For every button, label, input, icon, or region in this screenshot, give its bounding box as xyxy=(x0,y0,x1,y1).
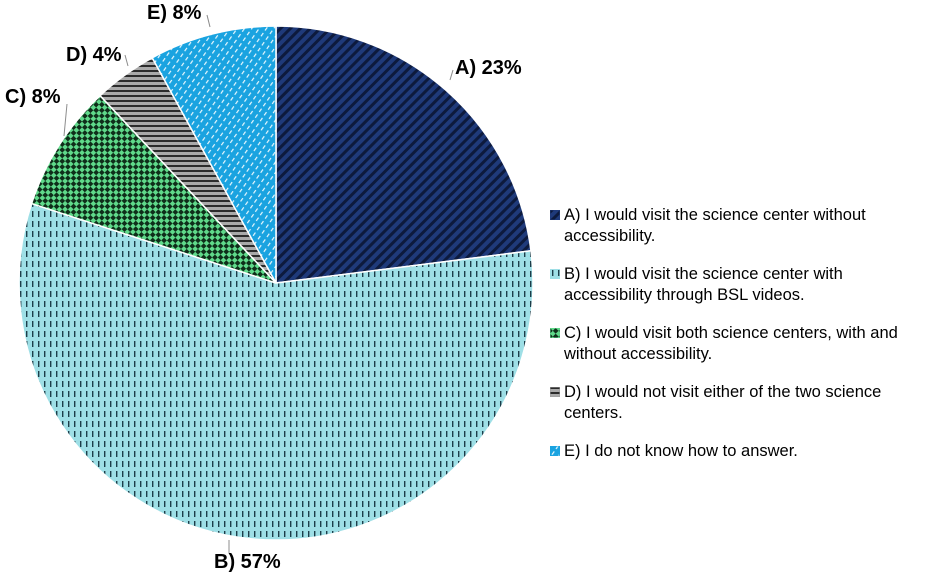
leader-line-c xyxy=(63,103,68,137)
legend-label-line: C) I would visit both science centers, w… xyxy=(564,324,898,342)
legend-label-line: A) I would visit the science center with… xyxy=(564,206,866,224)
legend-label-e: E) I do not know how to answer. xyxy=(564,441,798,462)
legend-swatch-d xyxy=(550,387,560,397)
data-label-c: C) 8% xyxy=(5,86,61,108)
pie-data-labels: A) 23% B) 57% C) 8%D) 4% E) 8% xyxy=(5,2,522,573)
legend-swatch-b xyxy=(550,269,560,279)
legend-label-a: A) I would visit the science center with… xyxy=(564,205,866,247)
label-leader-lines xyxy=(63,14,454,553)
legend-item-c: C) I would visit both science centers, w… xyxy=(550,323,930,365)
pie-slice-c xyxy=(30,94,277,284)
data-label-e: E) 8% xyxy=(147,2,202,24)
legend-label-c: C) I would visit both science centers, w… xyxy=(564,323,898,365)
chart-legend: A) I would visit the science center with… xyxy=(550,205,930,479)
legend-label-line: accessibility. xyxy=(564,227,656,245)
legend-label-line: E) I do not know how to answer. xyxy=(564,442,798,460)
legend-swatch-c xyxy=(550,328,560,338)
leader-line-e xyxy=(206,14,211,28)
pie-slices xyxy=(18,25,534,541)
pie-slice-e xyxy=(151,25,277,284)
data-label-b: B) 57% xyxy=(214,551,281,573)
legend-label-line: B) I would visit the science center with xyxy=(564,265,843,283)
legend-label-b: B) I would visit the science center with… xyxy=(564,264,843,306)
legend-item-d: D) I would not visit either of the two s… xyxy=(550,382,930,424)
data-label-a: A) 23% xyxy=(455,57,522,79)
legend-item-a: A) I would visit the science center with… xyxy=(550,205,930,247)
leader-line-a xyxy=(449,69,454,81)
legend-swatch-e xyxy=(550,446,560,456)
legend-label-line: without accessibility. xyxy=(564,345,713,363)
data-label-d: D) 4% xyxy=(66,44,122,66)
legend-item-b: B) I would visit the science center with… xyxy=(550,264,930,306)
legend-label-line: D) I would not visit either of the two s… xyxy=(564,383,882,401)
pie-slice-b xyxy=(18,202,534,541)
legend-label-line: centers. xyxy=(564,404,623,422)
leader-line-d xyxy=(124,54,129,67)
legend-label-line: accessibility through BSL videos. xyxy=(564,286,805,304)
legend-item-e: E) I do not know how to answer. xyxy=(550,441,930,462)
pie-slice-a xyxy=(275,25,532,284)
legend-label-d: D) I would not visit either of the two s… xyxy=(564,382,881,424)
legend-swatch-a xyxy=(550,210,560,220)
